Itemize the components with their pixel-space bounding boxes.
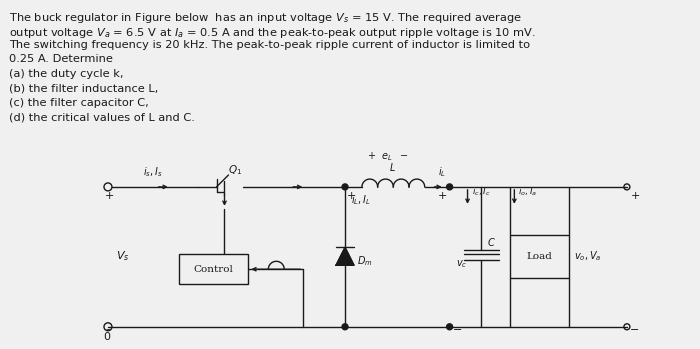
Text: $+\ \ e_L\ \ -$: $+\ \ e_L\ \ -$ xyxy=(367,150,409,163)
Text: The switching frequency is 20 kHz. The peak-to-peak ripple current of inductor i: The switching frequency is 20 kHz. The p… xyxy=(9,40,531,50)
Circle shape xyxy=(342,324,348,330)
Text: $-$: $-$ xyxy=(629,323,639,333)
Text: $-$: $-$ xyxy=(452,323,462,333)
Bar xyxy=(178,254,248,284)
Text: (a) the duty cycle k,: (a) the duty cycle k, xyxy=(9,69,124,79)
Bar xyxy=(510,235,569,278)
Text: $v_c$: $v_c$ xyxy=(456,258,467,270)
Text: $Q_1$: $Q_1$ xyxy=(228,163,243,177)
Text: Control: Control xyxy=(194,265,234,274)
Text: $i_L$: $i_L$ xyxy=(438,165,446,179)
Text: Load: Load xyxy=(526,252,552,261)
Text: (b) the filter inductance L,: (b) the filter inductance L, xyxy=(9,83,159,93)
Text: (c) the filter capacitor C,: (c) the filter capacitor C, xyxy=(9,98,149,107)
Text: 0.25 A. Determine: 0.25 A. Determine xyxy=(9,54,113,65)
Text: +: + xyxy=(631,191,640,201)
Text: +: + xyxy=(347,191,356,201)
Polygon shape xyxy=(336,247,354,265)
Text: $v_o, V_a$: $v_o, V_a$ xyxy=(574,250,602,263)
Text: $V_s$: $V_s$ xyxy=(116,250,130,263)
Text: +: + xyxy=(438,191,447,201)
Text: $i_o, I_a$: $i_o, I_a$ xyxy=(518,186,538,198)
Text: $D_m$: $D_m$ xyxy=(357,254,372,268)
Text: $i_s, I_s$: $i_s, I_s$ xyxy=(143,165,162,179)
Text: +: + xyxy=(105,191,114,201)
Text: $i_L, I_L$: $i_L, I_L$ xyxy=(351,193,371,207)
Text: $i_c, I_c$: $i_c, I_c$ xyxy=(472,186,491,198)
Circle shape xyxy=(447,324,453,330)
Text: $\bar{0}$: $\bar{0}$ xyxy=(103,328,111,343)
Text: $L$: $L$ xyxy=(389,161,396,173)
Circle shape xyxy=(342,184,348,190)
Text: $C$: $C$ xyxy=(487,236,496,248)
Circle shape xyxy=(447,184,453,190)
Text: output voltage $V_a$ = 6.5 V at $I_a$ = 0.5 A and the peak-to-peak output ripple: output voltage $V_a$ = 6.5 V at $I_a$ = … xyxy=(9,26,536,40)
Text: (d) the critical values of L and C.: (d) the critical values of L and C. xyxy=(9,112,195,122)
Text: The buck regulator in Figure below  has an input voltage $V_s$ = 15 V. The requi: The buck regulator in Figure below has a… xyxy=(9,11,522,25)
